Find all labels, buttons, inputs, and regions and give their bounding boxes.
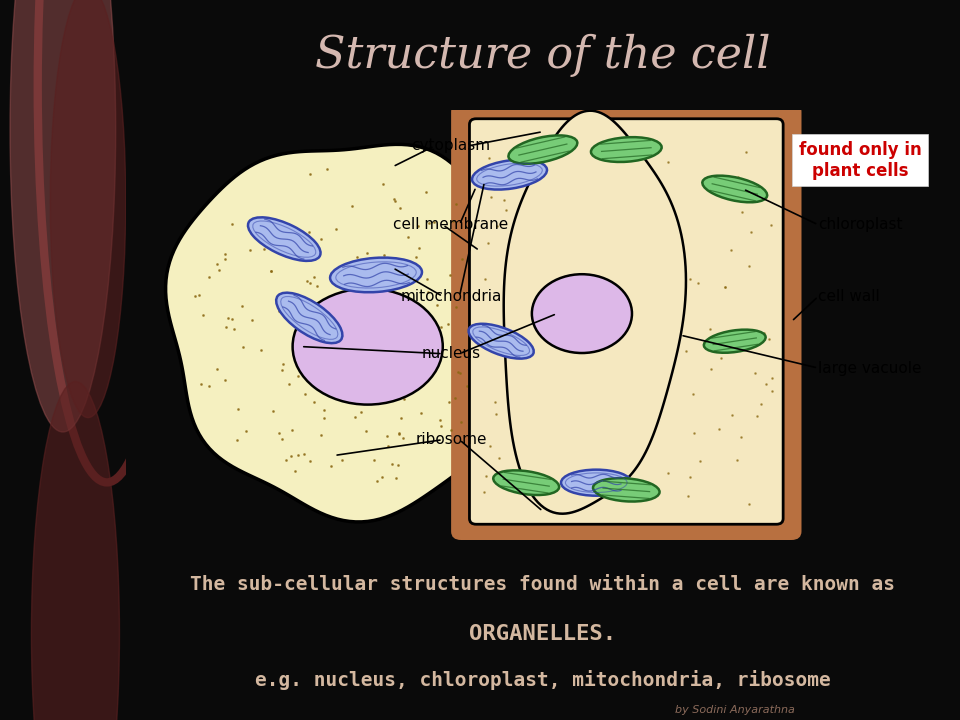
Ellipse shape <box>591 137 661 162</box>
Ellipse shape <box>704 330 766 353</box>
Ellipse shape <box>561 469 632 496</box>
Circle shape <box>10 0 116 432</box>
FancyBboxPatch shape <box>469 119 783 524</box>
Text: found only in
plant cells: found only in plant cells <box>799 141 922 180</box>
Text: cell membrane: cell membrane <box>394 217 509 233</box>
Ellipse shape <box>276 293 343 343</box>
Text: ribosome: ribosome <box>416 432 487 447</box>
Text: by Sodini Anyarathna: by Sodini Anyarathna <box>675 705 795 714</box>
Text: cell wall: cell wall <box>818 289 880 304</box>
Ellipse shape <box>593 478 660 502</box>
Text: chloroplast: chloroplast <box>818 217 902 233</box>
Circle shape <box>50 0 126 418</box>
Text: ORGANELLES.: ORGANELLES. <box>469 624 616 644</box>
Text: The sub-cellular structures found within a cell are known as: The sub-cellular structures found within… <box>190 575 896 595</box>
Ellipse shape <box>509 135 577 163</box>
FancyBboxPatch shape <box>451 103 802 540</box>
Ellipse shape <box>493 470 559 495</box>
Text: nucleus: nucleus <box>421 346 481 361</box>
Ellipse shape <box>472 160 547 189</box>
Polygon shape <box>166 144 541 522</box>
Ellipse shape <box>468 324 534 359</box>
Ellipse shape <box>293 289 443 405</box>
Text: large vacuole: large vacuole <box>818 361 922 376</box>
Circle shape <box>32 382 119 720</box>
Ellipse shape <box>248 217 321 261</box>
Ellipse shape <box>330 258 422 292</box>
Text: e.g. nucleus, chloroplast, mitochondria, ribosome: e.g. nucleus, chloroplast, mitochondria,… <box>255 670 830 690</box>
Text: mitochondria: mitochondria <box>400 289 502 304</box>
Ellipse shape <box>532 274 632 353</box>
Text: cytoplasm: cytoplasm <box>412 138 491 153</box>
Polygon shape <box>504 111 686 513</box>
Ellipse shape <box>703 176 767 202</box>
Text: Structure of the cell: Structure of the cell <box>315 34 771 76</box>
